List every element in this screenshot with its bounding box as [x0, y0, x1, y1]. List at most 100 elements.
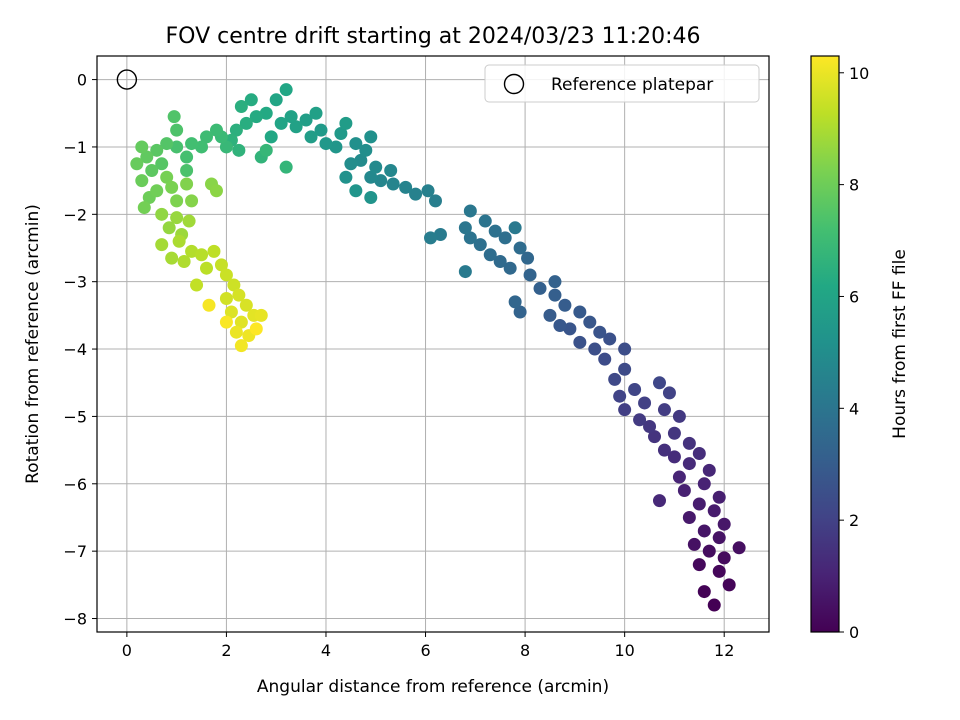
data-point	[339, 116, 353, 130]
data-point	[712, 490, 726, 504]
data-point	[702, 544, 716, 558]
colorbar-tick-label: 0	[849, 623, 859, 642]
colorbar-tick-label: 6	[849, 287, 859, 306]
data-point	[677, 484, 691, 498]
legend: Reference platepar	[484, 64, 760, 103]
y-tick-label: −5	[63, 407, 87, 426]
data-point	[508, 295, 522, 309]
data-point	[219, 292, 233, 306]
data-point	[697, 524, 711, 538]
data-point	[732, 541, 746, 555]
data-point	[172, 234, 186, 248]
data-point	[369, 160, 383, 174]
data-point	[165, 180, 179, 194]
data-point	[239, 298, 253, 312]
y-tick-label: −3	[63, 273, 87, 292]
data-point	[229, 325, 243, 339]
colorbar-tick-label: 4	[849, 399, 859, 418]
data-point	[702, 463, 716, 477]
data-point	[498, 231, 512, 245]
reference-point-marker	[116, 69, 138, 90]
data-point	[473, 238, 487, 252]
colorbar-label: Hours from first FF file	[890, 249, 910, 439]
data-point	[692, 446, 706, 460]
x-axis-label: Angular distance from reference (arcmin)	[257, 677, 609, 697]
data-point	[162, 221, 176, 235]
data-point	[219, 140, 233, 154]
data-point	[274, 116, 288, 130]
data-point	[707, 504, 721, 518]
data-point	[269, 93, 283, 107]
data-point	[521, 251, 535, 265]
x-tick-label: 8	[520, 641, 530, 660]
data-point	[259, 106, 273, 120]
data-point	[638, 396, 652, 410]
x-tick-label: 0	[122, 641, 132, 660]
data-point	[657, 443, 671, 457]
data-point	[618, 362, 632, 376]
data-point	[229, 123, 243, 137]
data-point	[384, 164, 398, 178]
data-point	[209, 123, 223, 137]
data-point	[160, 170, 174, 184]
data-point	[180, 150, 194, 164]
data-point	[319, 137, 333, 151]
data-point	[349, 137, 363, 151]
data-point	[137, 201, 151, 215]
y-tick-label: 0	[77, 71, 87, 90]
data-point	[155, 207, 169, 221]
x-tick-label: 2	[221, 641, 231, 660]
points-layer	[116, 69, 746, 612]
data-point	[200, 261, 214, 275]
data-point	[409, 187, 423, 201]
data-point	[513, 241, 527, 255]
data-point	[182, 214, 196, 228]
data-point	[334, 126, 348, 140]
data-point	[712, 531, 726, 545]
data-point	[239, 116, 253, 130]
data-point	[185, 137, 199, 151]
data-point	[165, 251, 179, 265]
data-point	[150, 143, 164, 157]
data-point	[145, 164, 159, 178]
data-point	[249, 110, 263, 124]
data-point	[424, 231, 438, 245]
data-point	[697, 477, 711, 491]
data-point	[662, 386, 676, 400]
data-point	[692, 497, 706, 511]
data-point	[279, 83, 293, 97]
data-point	[364, 130, 378, 144]
data-point	[488, 224, 502, 238]
data-point	[643, 420, 657, 434]
x-tick-label: 4	[321, 641, 331, 660]
y-tick-label: −7	[63, 542, 87, 561]
data-point	[458, 265, 472, 279]
data-point	[329, 140, 343, 154]
data-point	[608, 372, 622, 386]
data-point	[185, 244, 199, 258]
data-point	[170, 211, 184, 225]
data-point	[593, 325, 607, 339]
data-point	[160, 137, 174, 151]
data-point	[428, 194, 442, 208]
data-point	[224, 305, 238, 319]
data-point	[573, 305, 587, 319]
y-tick-label: −6	[63, 475, 87, 494]
colorbar-bar	[810, 55, 840, 633]
data-point	[618, 342, 632, 356]
data-point	[692, 558, 706, 572]
data-point	[364, 170, 378, 184]
legend-marker	[503, 73, 525, 95]
data-point	[195, 140, 209, 154]
x-tick-label: 6	[420, 641, 430, 660]
data-point	[180, 164, 194, 178]
colorbar-tick-label: 2	[849, 511, 859, 530]
colorbar-tick-label: 8	[849, 176, 859, 195]
y-axis-label: Rotation from reference (arcmin)	[23, 204, 43, 484]
data-point	[259, 143, 273, 157]
data-point	[717, 517, 731, 531]
data-point	[717, 551, 731, 565]
ticks-layer: 0 2 4 6 8 10 12 0 −1 −2 −3 −4 −5 −6 −7 −8	[63, 55, 770, 660]
data-point	[299, 113, 313, 127]
data-point	[135, 140, 149, 154]
